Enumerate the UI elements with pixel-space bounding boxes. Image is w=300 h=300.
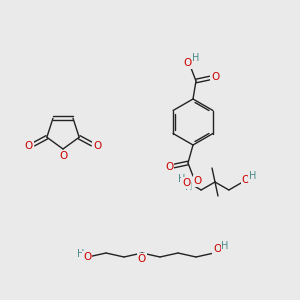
Text: O: O bbox=[93, 141, 101, 151]
Text: H: H bbox=[77, 249, 85, 259]
Text: O: O bbox=[182, 178, 190, 188]
Text: O: O bbox=[138, 254, 146, 264]
Text: O: O bbox=[59, 151, 67, 161]
Text: H: H bbox=[221, 241, 229, 251]
Text: O: O bbox=[165, 162, 173, 172]
Text: O: O bbox=[213, 244, 221, 254]
Text: O: O bbox=[83, 252, 91, 262]
Text: O: O bbox=[25, 141, 33, 151]
Text: O: O bbox=[242, 175, 250, 185]
Text: H: H bbox=[185, 182, 193, 192]
Text: H: H bbox=[249, 171, 256, 181]
Text: O: O bbox=[211, 72, 219, 82]
Text: O: O bbox=[194, 176, 202, 186]
Text: H: H bbox=[178, 174, 185, 184]
Text: H: H bbox=[192, 53, 200, 63]
Text: O: O bbox=[183, 58, 191, 68]
